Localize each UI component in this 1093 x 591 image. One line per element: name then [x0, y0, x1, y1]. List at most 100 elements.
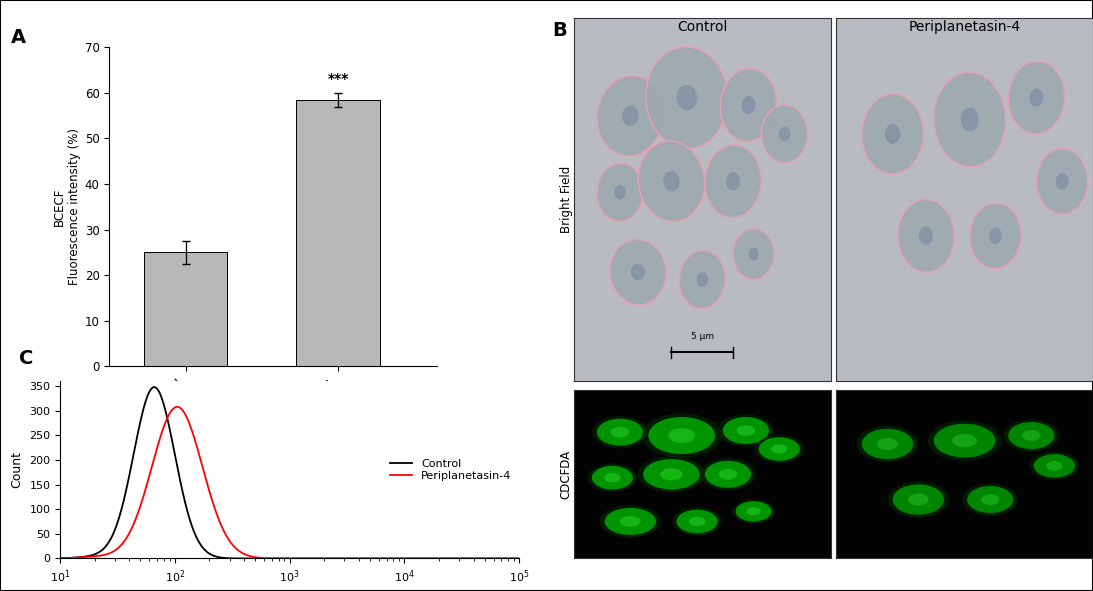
Ellipse shape	[611, 427, 630, 437]
Text: B: B	[552, 21, 566, 40]
Ellipse shape	[741, 96, 755, 114]
Ellipse shape	[591, 466, 633, 489]
Ellipse shape	[718, 414, 774, 447]
Ellipse shape	[646, 47, 728, 149]
Ellipse shape	[620, 516, 640, 527]
Ellipse shape	[967, 486, 1013, 513]
Ellipse shape	[778, 127, 790, 141]
Ellipse shape	[1030, 452, 1079, 480]
Ellipse shape	[597, 76, 663, 156]
Ellipse shape	[749, 248, 759, 261]
Ellipse shape	[622, 106, 638, 126]
Y-axis label: Count: Count	[11, 452, 24, 488]
Control	[82, 553, 95, 560]
Ellipse shape	[963, 483, 1018, 516]
Ellipse shape	[597, 163, 643, 221]
Ellipse shape	[604, 473, 621, 482]
Periplanetasin-4	[402, 555, 415, 562]
Ellipse shape	[933, 72, 1006, 167]
Control	[449, 555, 462, 562]
Ellipse shape	[1003, 420, 1059, 452]
Ellipse shape	[679, 250, 726, 309]
Ellipse shape	[933, 424, 996, 457]
Bar	[143, 252, 227, 366]
Periplanetasin-4	[54, 555, 67, 562]
Ellipse shape	[643, 459, 700, 489]
Ellipse shape	[1009, 61, 1065, 134]
Ellipse shape	[722, 417, 769, 444]
Ellipse shape	[637, 456, 705, 492]
Ellipse shape	[888, 481, 949, 518]
Ellipse shape	[726, 172, 740, 190]
Periplanetasin-4	[513, 555, 526, 562]
Ellipse shape	[696, 272, 708, 287]
Ellipse shape	[733, 229, 774, 280]
Ellipse shape	[952, 434, 977, 447]
Ellipse shape	[759, 437, 800, 461]
Periplanetasin-4	[449, 555, 462, 562]
Ellipse shape	[642, 413, 721, 458]
Ellipse shape	[660, 468, 683, 480]
Ellipse shape	[893, 485, 944, 515]
Ellipse shape	[1034, 454, 1076, 478]
Ellipse shape	[689, 517, 705, 526]
Ellipse shape	[705, 461, 751, 488]
Line: Periplanetasin-4: Periplanetasin-4	[60, 407, 519, 558]
Periplanetasin-4	[332, 555, 345, 562]
Ellipse shape	[857, 426, 918, 462]
Periplanetasin-4	[320, 555, 333, 562]
Ellipse shape	[969, 203, 1021, 268]
Control	[320, 555, 333, 562]
X-axis label: CDCFDA: CDCFDA	[258, 590, 321, 591]
Legend: Control, Periplanetasin-4: Control, Periplanetasin-4	[388, 456, 514, 483]
Text: Periplanetasin-4: Periplanetasin-4	[908, 20, 1021, 34]
Ellipse shape	[919, 227, 933, 245]
Ellipse shape	[737, 425, 755, 436]
Ellipse shape	[604, 508, 656, 535]
Ellipse shape	[771, 444, 788, 454]
Ellipse shape	[861, 429, 914, 459]
Ellipse shape	[747, 507, 761, 515]
Y-axis label: BCECF
Fluorescence intensity (%): BCECF Fluorescence intensity (%)	[52, 128, 81, 285]
Ellipse shape	[588, 463, 637, 492]
Ellipse shape	[982, 494, 999, 505]
Ellipse shape	[597, 418, 643, 446]
Ellipse shape	[897, 199, 954, 272]
Ellipse shape	[631, 264, 645, 280]
Text: A: A	[11, 28, 26, 47]
Periplanetasin-4	[82, 553, 95, 560]
Control	[332, 555, 345, 562]
Ellipse shape	[732, 499, 775, 524]
Control	[148, 384, 161, 391]
Control	[513, 555, 526, 562]
Ellipse shape	[1046, 461, 1062, 470]
Ellipse shape	[600, 505, 661, 538]
Ellipse shape	[610, 239, 667, 305]
Bar	[296, 100, 380, 366]
Ellipse shape	[1036, 148, 1088, 214]
Ellipse shape	[677, 85, 697, 111]
Periplanetasin-4	[346, 555, 360, 562]
Ellipse shape	[878, 438, 897, 450]
Ellipse shape	[754, 435, 804, 463]
Text: C: C	[19, 349, 33, 368]
Periplanetasin-4	[171, 403, 184, 410]
Ellipse shape	[989, 228, 1002, 244]
Text: Bright Field: Bright Field	[560, 166, 573, 233]
Ellipse shape	[663, 171, 680, 191]
Ellipse shape	[885, 124, 901, 144]
Text: ***: ***	[328, 72, 349, 86]
Ellipse shape	[592, 416, 648, 449]
Ellipse shape	[701, 458, 755, 491]
Ellipse shape	[705, 145, 762, 217]
Ellipse shape	[1022, 430, 1041, 441]
Ellipse shape	[928, 420, 1001, 461]
Ellipse shape	[638, 141, 705, 222]
Ellipse shape	[672, 507, 721, 535]
Ellipse shape	[862, 94, 924, 174]
Ellipse shape	[648, 417, 715, 454]
Control	[402, 555, 415, 562]
Ellipse shape	[1030, 89, 1044, 107]
Line: Control: Control	[60, 387, 519, 558]
Ellipse shape	[720, 69, 776, 142]
